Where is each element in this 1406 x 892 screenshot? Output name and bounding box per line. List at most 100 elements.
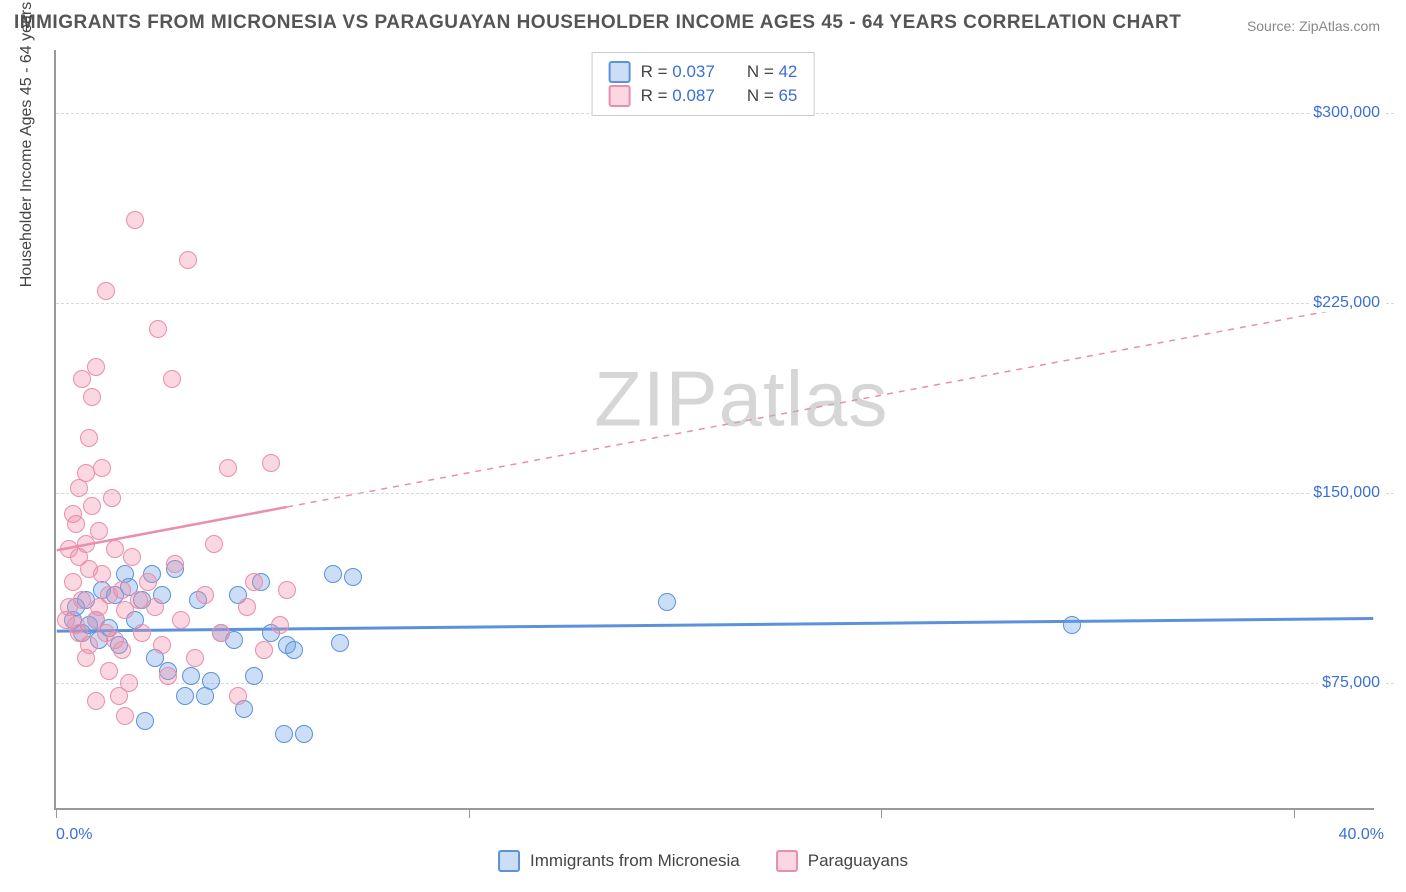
chart-title: IMMIGRANTS FROM MICRONESIA VS PARAGUAYAN… xyxy=(14,12,1181,34)
scatter-point xyxy=(324,565,342,583)
scatter-point xyxy=(64,573,82,591)
scatter-point xyxy=(179,251,197,269)
watermark-thin: atlas xyxy=(719,354,889,442)
scatter-point xyxy=(295,725,313,743)
trend-lines xyxy=(56,50,1374,808)
scatter-point xyxy=(73,591,91,609)
scatter-point xyxy=(271,616,289,634)
trend-line-solid xyxy=(57,619,1374,632)
y-tick-label: $225,000 xyxy=(1309,294,1384,312)
scatter-point xyxy=(133,624,151,642)
scatter-point xyxy=(93,459,111,477)
scatter-point xyxy=(196,586,214,604)
stat-n-label: N = 65 xyxy=(747,86,798,106)
scatter-point xyxy=(219,459,237,477)
scatter-point xyxy=(182,667,200,685)
scatter-point xyxy=(126,211,144,229)
legend-swatch xyxy=(609,61,631,83)
x-axis-max-label: 40.0% xyxy=(1339,826,1384,844)
scatter-point xyxy=(153,636,171,654)
scatter-point xyxy=(146,598,164,616)
scatter-point xyxy=(120,674,138,692)
scatter-point xyxy=(212,624,230,642)
scatter-point xyxy=(275,725,293,743)
y-tick-label: $300,000 xyxy=(1309,104,1384,122)
scatter-point xyxy=(255,641,273,659)
legend-correlation: R = 0.037 N = 42 R = 0.087 N = 65 xyxy=(592,52,815,116)
scatter-point xyxy=(87,358,105,376)
scatter-point xyxy=(163,370,181,388)
watermark-bold: ZIP xyxy=(594,354,718,442)
legend-label: Paraguayans xyxy=(808,851,908,871)
y-axis-title: Householder Income Ages 45 - 64 years xyxy=(18,2,36,288)
scatter-point xyxy=(67,515,85,533)
y-tick-label: $150,000 xyxy=(1309,484,1384,502)
stat-n-value: 42 xyxy=(778,62,797,81)
legend-item: Paraguayans xyxy=(776,850,908,872)
scatter-point xyxy=(285,641,303,659)
stat-r-label: R = 0.037 xyxy=(641,62,715,82)
source-label: Source: ZipAtlas.com xyxy=(1247,18,1380,34)
x-axis-min-label: 0.0% xyxy=(56,826,92,844)
scatter-point xyxy=(166,555,184,573)
legend-item: Immigrants from Micronesia xyxy=(498,850,740,872)
scatter-point xyxy=(70,624,88,642)
scatter-point xyxy=(1063,616,1081,634)
x-tick xyxy=(469,808,470,818)
scatter-point xyxy=(172,611,190,629)
scatter-point xyxy=(159,667,177,685)
trend-line-dashed xyxy=(287,303,1373,507)
legend-series: Immigrants from Micronesia Paraguayans xyxy=(498,850,908,872)
scatter-point xyxy=(83,497,101,515)
stat-r-value: 0.037 xyxy=(672,62,715,81)
scatter-point xyxy=(658,593,676,611)
scatter-point xyxy=(205,535,223,553)
x-tick xyxy=(1294,808,1295,818)
stat-n-label: N = 42 xyxy=(747,62,798,82)
x-tick xyxy=(56,808,57,818)
x-tick xyxy=(881,808,882,818)
plot-area: ZIPatlas $75,000$150,000$225,000$300,000… xyxy=(54,50,1374,810)
scatter-point xyxy=(238,598,256,616)
scatter-point xyxy=(136,712,154,730)
scatter-point xyxy=(186,649,204,667)
legend-swatch xyxy=(776,850,798,872)
scatter-point xyxy=(176,687,194,705)
gridline xyxy=(56,303,1394,304)
scatter-point xyxy=(87,692,105,710)
stat-n-value: 65 xyxy=(778,86,797,105)
scatter-point xyxy=(83,388,101,406)
scatter-point xyxy=(90,522,108,540)
gridline xyxy=(56,493,1394,494)
scatter-point xyxy=(331,634,349,652)
legend-swatch xyxy=(498,850,520,872)
scatter-point xyxy=(97,282,115,300)
legend-swatch xyxy=(609,85,631,107)
scatter-point xyxy=(278,581,296,599)
legend-stat-row: R = 0.037 N = 42 xyxy=(609,61,798,83)
scatter-point xyxy=(245,573,263,591)
scatter-point xyxy=(139,573,157,591)
legend-stat-row: R = 0.087 N = 65 xyxy=(609,85,798,107)
stat-r-value: 0.087 xyxy=(672,86,715,105)
scatter-point xyxy=(106,540,124,558)
scatter-point xyxy=(123,548,141,566)
stat-r-label: R = 0.087 xyxy=(641,86,715,106)
y-tick-label: $75,000 xyxy=(1318,674,1384,692)
scatter-point xyxy=(202,672,220,690)
scatter-point xyxy=(262,454,280,472)
watermark: ZIPatlas xyxy=(594,353,888,444)
scatter-point xyxy=(100,662,118,680)
scatter-point xyxy=(113,581,131,599)
scatter-point xyxy=(113,641,131,659)
chart-container: IMMIGRANTS FROM MICRONESIA VS PARAGUAYAN… xyxy=(0,0,1406,892)
scatter-point xyxy=(245,667,263,685)
scatter-point xyxy=(80,429,98,447)
scatter-point xyxy=(77,649,95,667)
scatter-point xyxy=(93,565,111,583)
scatter-point xyxy=(103,489,121,507)
legend-label: Immigrants from Micronesia xyxy=(530,851,740,871)
scatter-point xyxy=(77,464,95,482)
scatter-point xyxy=(344,568,362,586)
scatter-point xyxy=(116,707,134,725)
